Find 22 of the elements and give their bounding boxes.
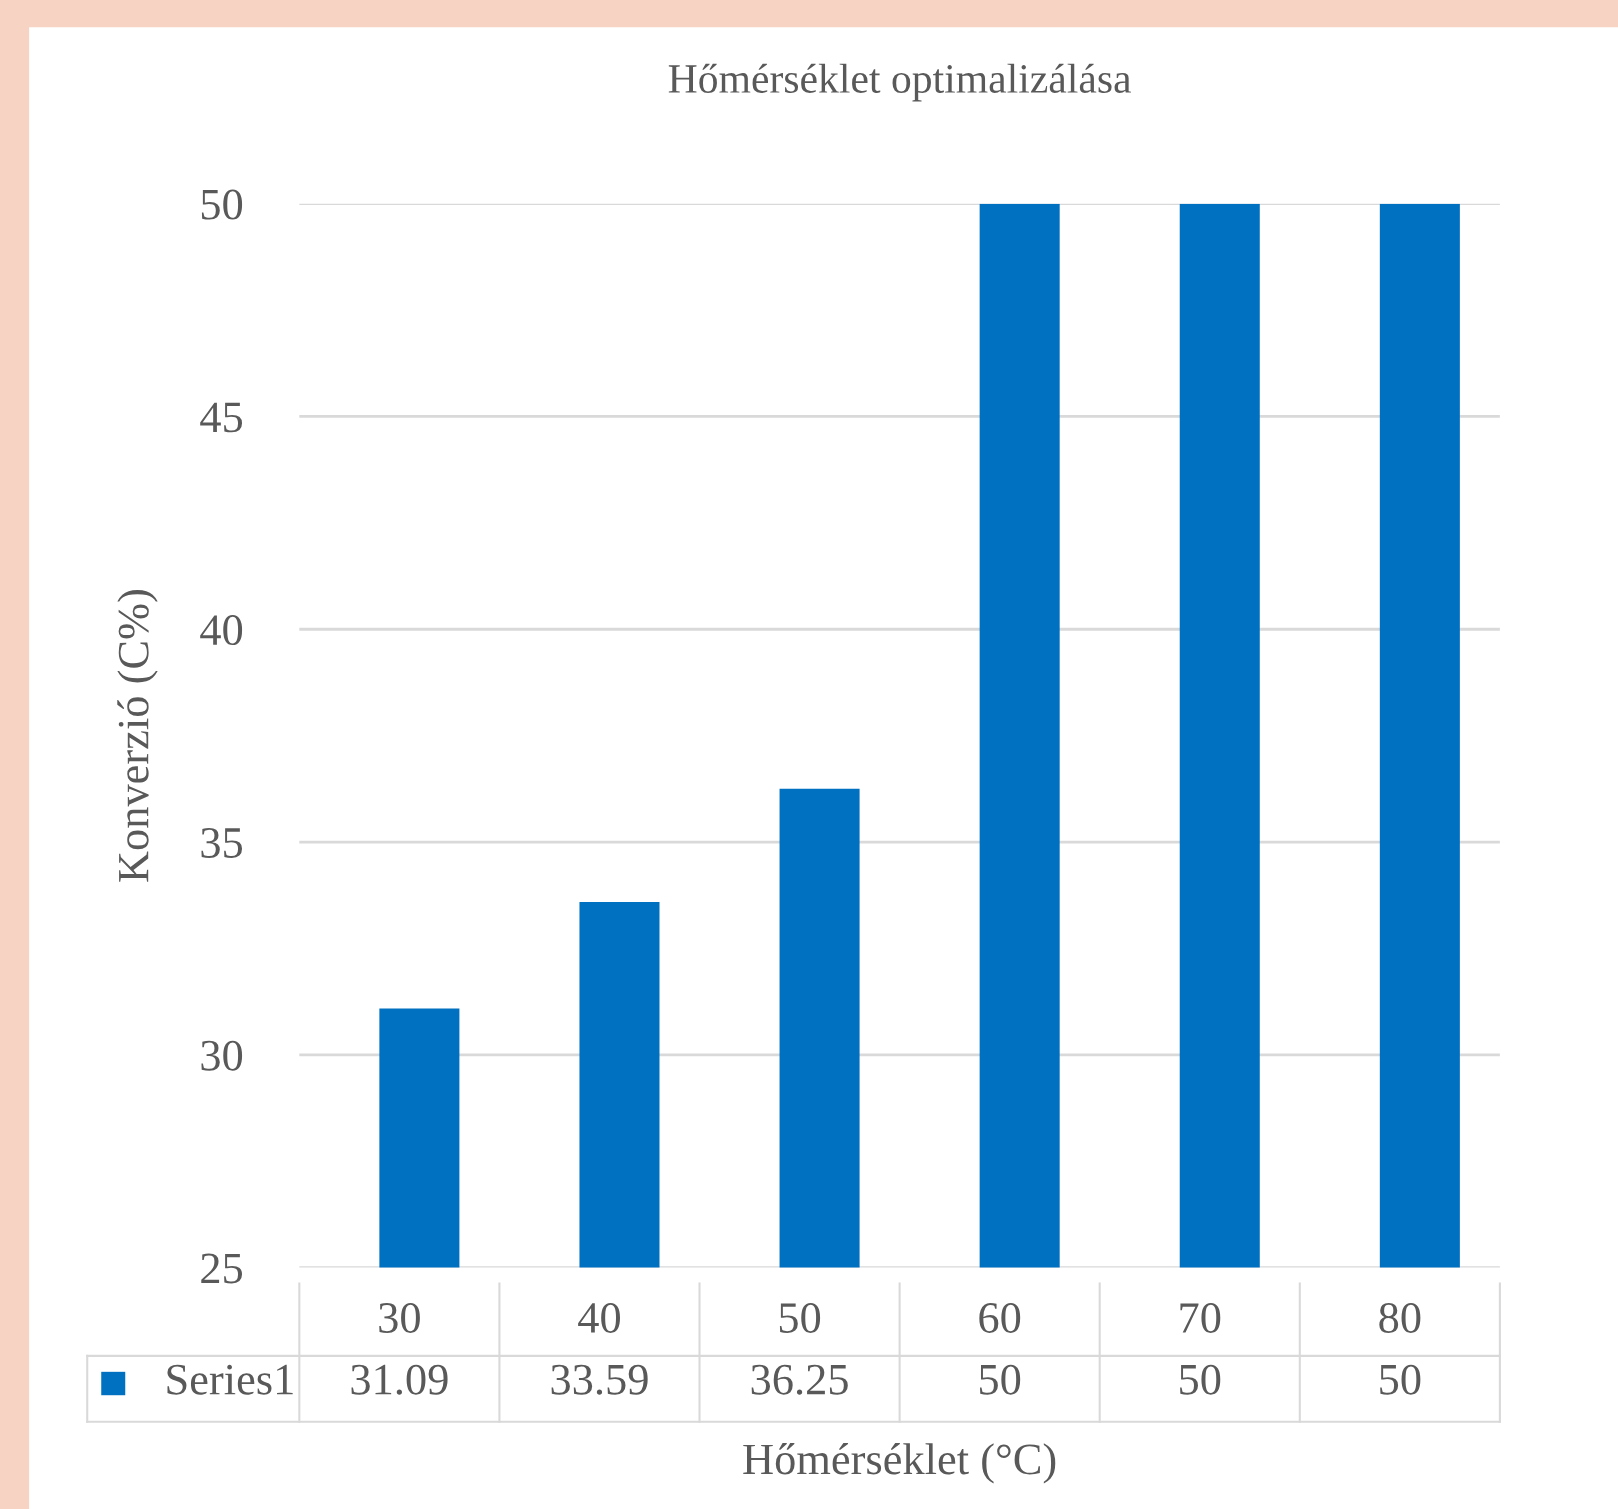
data-label: 31.09 <box>351 1364 448 1395</box>
x-axis-title: Hőmérséklet (°C) <box>743 1443 1056 1484</box>
data-label: 50 <box>980 1364 1021 1395</box>
data-label: 50 <box>1380 1364 1421 1395</box>
y-tick-label: 50 <box>201 189 243 220</box>
x-tick-label: 30 <box>379 1302 420 1333</box>
data-label: 50 <box>1180 1364 1221 1395</box>
y-tick-label: 30 <box>201 1040 243 1071</box>
legend-label: Series1 <box>167 1364 293 1395</box>
x-tick-label: 80 <box>1379 1302 1421 1333</box>
data-label: 33.59 <box>551 1364 648 1395</box>
y-axis-title: Konverzió (C%) <box>117 590 158 882</box>
x-tick-label: 60 <box>979 1302 1021 1333</box>
x-tick-label: 50 <box>779 1302 821 1333</box>
y-tick-label: 45 <box>200 402 243 433</box>
data-label: 36.25 <box>751 1364 848 1395</box>
y-tick-label: 40 <box>200 615 243 646</box>
y-tick-label: 35 <box>201 828 243 858</box>
x-tick-label: 40 <box>578 1302 620 1333</box>
chart-title: Hőmérséklet optimalizálása <box>668 63 1131 102</box>
y-tick-label: 25 <box>201 1253 243 1284</box>
x-tick-label: 70 <box>1180 1302 1221 1333</box>
